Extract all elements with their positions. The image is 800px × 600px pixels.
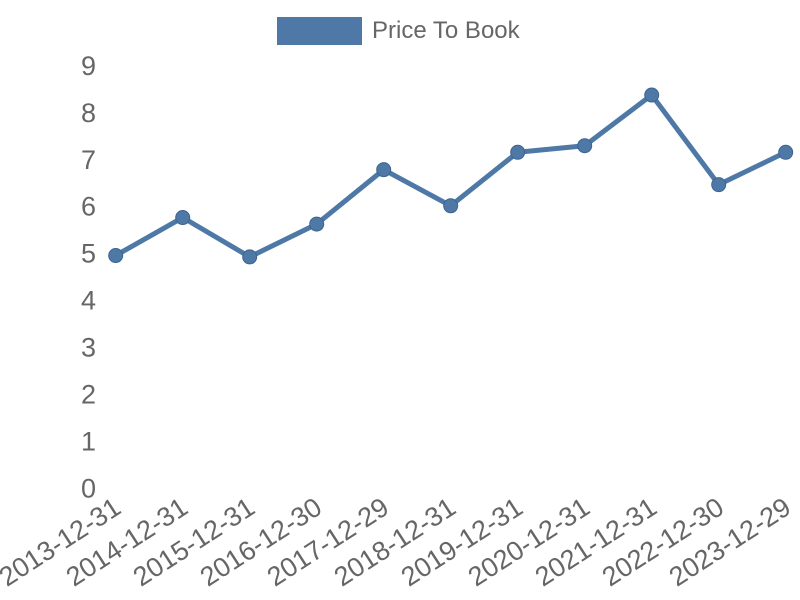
data-point-marker — [376, 162, 392, 178]
y-axis-tick-label: 1 — [81, 426, 96, 456]
data-point-marker — [711, 177, 727, 193]
legend: Price To Book — [277, 17, 520, 45]
legend-swatch-price-to-book — [277, 17, 362, 45]
data-point-marker — [577, 138, 593, 154]
y-axis-tick-label: 9 — [81, 51, 96, 81]
data-point-marker — [108, 248, 124, 264]
y-axis-tick-label: 7 — [81, 145, 96, 175]
data-point-marker — [778, 144, 794, 160]
data-point-marker — [175, 210, 191, 226]
y-axis-tick-label: 5 — [81, 239, 96, 269]
y-axis-tick-label: 2 — [81, 379, 96, 409]
legend-label: Price To Book — [372, 17, 520, 44]
y-axis-tick-label: 6 — [81, 192, 96, 222]
data-point-marker — [242, 249, 258, 265]
data-point-marker — [309, 216, 325, 232]
y-axis-tick-label: 0 — [81, 473, 96, 503]
y-axis-tick-label: 4 — [81, 286, 96, 316]
data-point-marker — [510, 144, 526, 160]
series-line-price-to-book — [113, 92, 789, 260]
data-point-marker — [443, 198, 459, 214]
y-axis-tick-label: 8 — [81, 98, 96, 128]
data-point-marker — [644, 87, 660, 103]
y-axis-tick-label: 3 — [81, 333, 96, 363]
